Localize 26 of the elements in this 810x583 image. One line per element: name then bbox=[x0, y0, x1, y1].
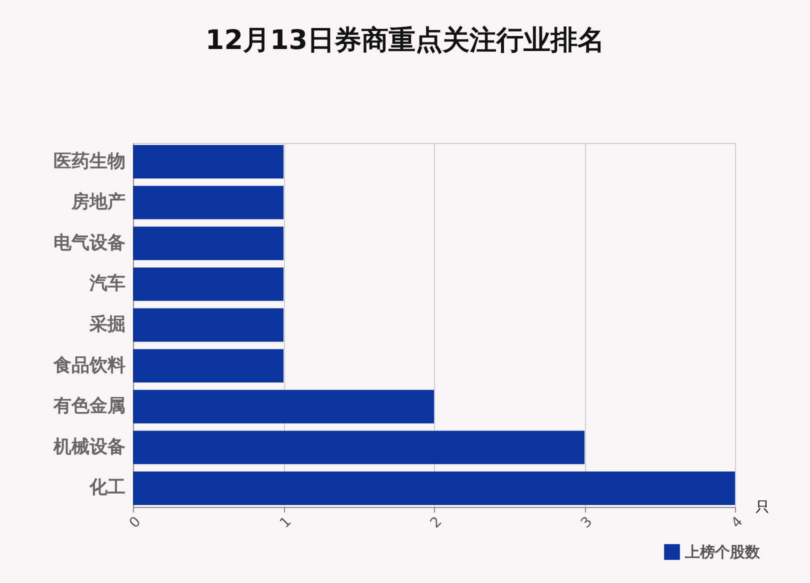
x-tick-label: 3 bbox=[578, 514, 596, 532]
x-tick-label: 2 bbox=[427, 514, 446, 532]
y-tick-label: 采掘 bbox=[88, 314, 126, 335]
bar bbox=[133, 145, 284, 178]
y-tick-label: 化工 bbox=[88, 477, 126, 498]
x-tick-label: 1 bbox=[276, 514, 295, 532]
bar bbox=[133, 186, 284, 220]
x-tick-label: 4 bbox=[728, 514, 746, 532]
bar bbox=[133, 308, 284, 342]
bar bbox=[133, 349, 284, 383]
y-tick-label: 房地产 bbox=[70, 192, 126, 213]
x-tick-label: 0 bbox=[126, 514, 144, 532]
x-axis-title: 只 bbox=[756, 500, 770, 516]
y-tick-label: 汽车 bbox=[88, 273, 126, 294]
bar bbox=[133, 226, 284, 260]
y-tick-label: 机械设备 bbox=[52, 436, 126, 458]
chart-title: 12月13日券商重点关注行业排名 bbox=[205, 25, 605, 56]
bar bbox=[133, 430, 584, 464]
bar bbox=[133, 472, 735, 505]
y-tick-label: 食品饮料 bbox=[52, 354, 126, 376]
bar bbox=[133, 267, 284, 301]
y-tick-label: 电气设备 bbox=[54, 232, 126, 254]
legend-label: 上榜个股数 bbox=[684, 543, 761, 561]
bar bbox=[133, 390, 434, 424]
y-tick-label: 有色金属 bbox=[52, 396, 126, 417]
y-tick-label: 医药生物 bbox=[54, 150, 126, 172]
